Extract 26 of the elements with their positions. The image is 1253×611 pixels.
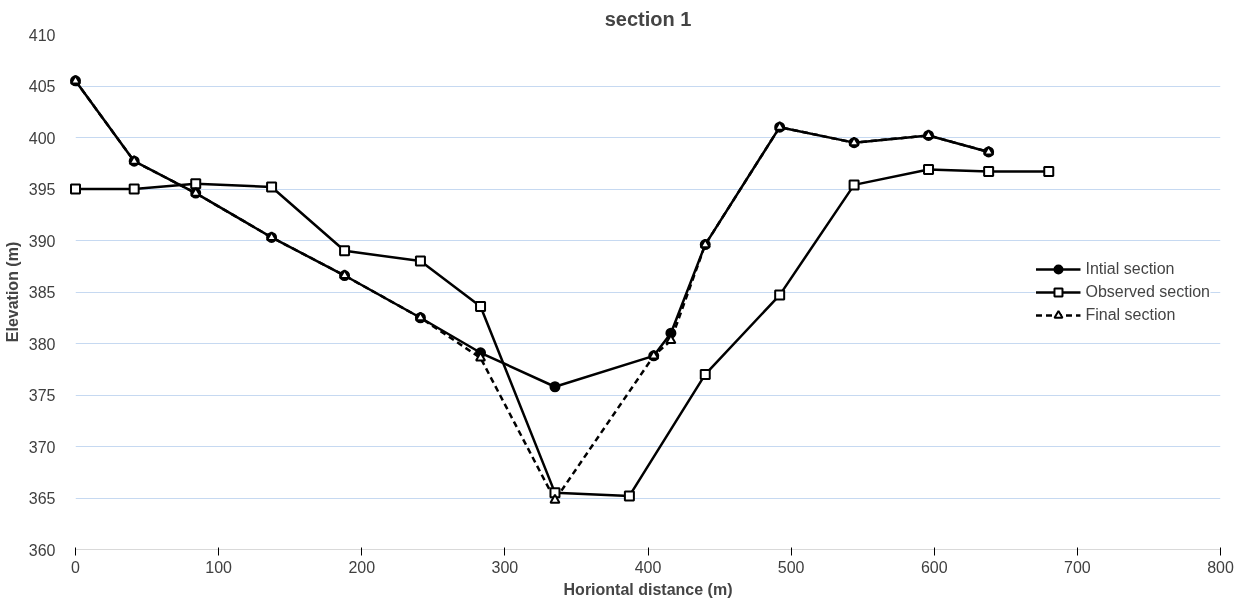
legend-label: Intial section	[1085, 259, 1175, 278]
x-tick-label: 400	[634, 558, 662, 576]
y-tick-label: 380	[28, 335, 56, 353]
y-tick-label: 385	[28, 284, 56, 301]
y-tick-label: 360	[28, 541, 56, 559]
x-tick-label: 500	[777, 558, 805, 576]
legend-label: Observed section	[1085, 282, 1210, 301]
y-tick-label: 395	[28, 181, 56, 198]
y-tick-label: 390	[28, 232, 56, 250]
chart-title: section 1	[604, 7, 692, 30]
y-tick-label: 400	[28, 129, 56, 147]
x-tick-label: 300	[491, 558, 519, 576]
x-tick-label: 200	[348, 558, 376, 576]
legend-label: Final section	[1085, 305, 1176, 324]
y-tick-label: 370	[28, 438, 56, 456]
y-tick-label: 375	[28, 387, 56, 404]
x-tick-label: 600	[920, 558, 948, 576]
x-tick-label: 0	[71, 558, 81, 576]
x-axis-title: Horiontal distance (m)	[563, 580, 733, 598]
y-tick-label: 410	[28, 26, 56, 44]
y-tick-label: 405	[28, 78, 56, 95]
x-tick-label: 800	[1207, 558, 1234, 576]
x-tick-label: 700	[1064, 558, 1091, 576]
y-tick-label: 365	[28, 490, 56, 507]
x-tick-label: 100	[205, 558, 233, 576]
y-axis-title: Elevation (m)	[3, 241, 21, 343]
